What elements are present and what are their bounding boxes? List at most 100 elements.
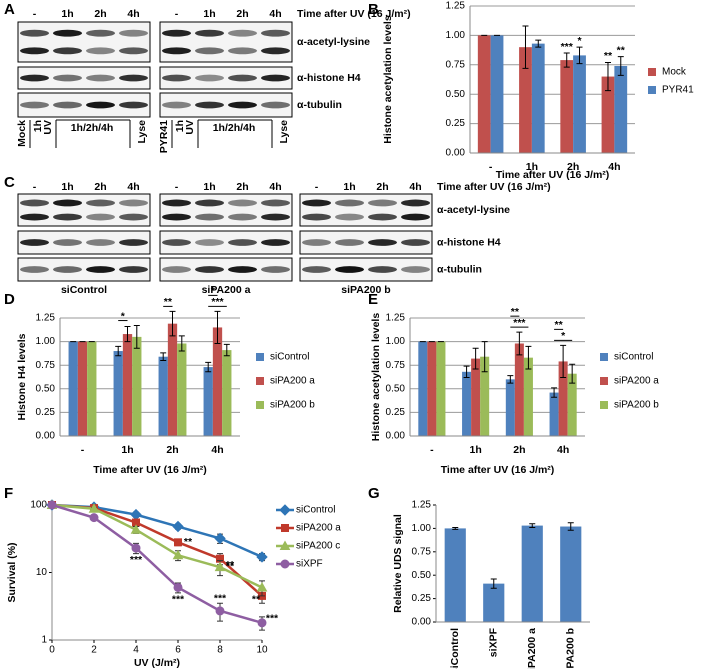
band [20, 266, 49, 273]
band [368, 199, 397, 207]
band [335, 199, 364, 207]
protocol-label: UV [184, 120, 196, 135]
x-tick-label: - [430, 444, 434, 456]
legend-swatch [600, 401, 608, 409]
point [130, 524, 142, 534]
band [53, 266, 82, 273]
legend-marker [281, 524, 289, 532]
antibody-label: α-tubulin [437, 263, 482, 275]
significance: ** [511, 306, 520, 318]
error-bar [115, 345, 122, 357]
y-tick-label: 0.25 [386, 407, 406, 418]
legend-swatch [256, 353, 264, 361]
x-tick-label: 4 [133, 645, 139, 656]
lane-label: 4h [409, 181, 421, 193]
band [261, 74, 290, 82]
bar [427, 341, 437, 436]
x-tick-label: 2h [513, 444, 525, 456]
band [119, 239, 148, 246]
significance: ** [555, 319, 564, 331]
band [20, 74, 49, 82]
significance: *** [561, 41, 574, 53]
panel-label: F [4, 485, 13, 502]
panel-label: B [368, 1, 379, 18]
bar [523, 357, 533, 436]
bar [167, 323, 178, 436]
x-tick-label: 10 [256, 645, 268, 656]
legend-swatch [648, 86, 656, 94]
band [119, 199, 148, 207]
band [20, 29, 49, 37]
band [228, 266, 257, 273]
point [172, 549, 184, 560]
point [256, 551, 268, 563]
significance: ** [252, 594, 261, 606]
lane-label: - [33, 8, 37, 20]
bar [505, 379, 515, 436]
error-bar [576, 46, 583, 65]
bar [601, 76, 615, 153]
bar [462, 371, 472, 436]
y-axis-title: Histone acetylation levels [370, 313, 382, 442]
band [20, 239, 49, 246]
legend-label: siPA200 a [296, 523, 341, 534]
legend-label: PYR41 [662, 85, 694, 96]
band [228, 47, 257, 55]
bar [132, 336, 142, 436]
lane-label: 2h [236, 181, 248, 193]
band [20, 213, 49, 221]
bar [203, 367, 213, 436]
y-tick-label: 0.75 [446, 59, 466, 70]
band [86, 266, 115, 273]
band [86, 199, 115, 207]
y-tick-label: 1.25 [36, 313, 56, 324]
y-tick-label: 0.50 [446, 89, 466, 100]
point [215, 606, 225, 616]
band [53, 47, 82, 55]
blot-frame [159, 21, 293, 63]
lane-label: - [175, 8, 179, 20]
band [119, 213, 148, 221]
error-bar [223, 343, 230, 357]
significance: ** [164, 296, 173, 308]
point [130, 508, 142, 521]
x-tick-label: 4h [211, 444, 223, 456]
bar [212, 327, 223, 436]
protocol-label: 1h [32, 120, 44, 132]
error-bar [522, 25, 529, 69]
y-tick-label: 1.25 [386, 313, 406, 324]
band [119, 266, 148, 273]
band [261, 266, 290, 273]
lane-label: 1h [203, 181, 215, 193]
y-tick-label: 1 [41, 635, 47, 646]
x-axis-title: Time after UV (16 J/m²) [441, 464, 555, 476]
band [261, 239, 290, 246]
band [53, 29, 82, 37]
y-axis-title: Relative UDS signal [392, 514, 404, 613]
band [162, 213, 191, 221]
significance: * [561, 330, 566, 342]
y-tick-label: 0.75 [412, 546, 432, 557]
significance: *** [211, 296, 224, 308]
antibody-label: α-acetyl-lysine [437, 204, 510, 216]
legend-label: siPA200 b [270, 400, 315, 411]
error-bar [525, 345, 532, 370]
point [173, 582, 183, 592]
band [53, 199, 82, 207]
band [228, 199, 257, 207]
protocol-label: Lyse [136, 120, 148, 144]
blot-frame [17, 66, 151, 90]
panel-label: E [368, 291, 378, 308]
bar [222, 350, 232, 436]
lane-label: - [315, 181, 319, 193]
error-bar [535, 39, 542, 48]
band [401, 213, 430, 221]
bar [490, 35, 504, 153]
band [195, 266, 224, 273]
point [88, 503, 100, 513]
band [162, 266, 191, 273]
y-tick-label: 0.75 [36, 360, 56, 371]
x-tick-label: 4h [557, 444, 569, 456]
legend-marker [279, 504, 291, 516]
bar [560, 60, 574, 153]
